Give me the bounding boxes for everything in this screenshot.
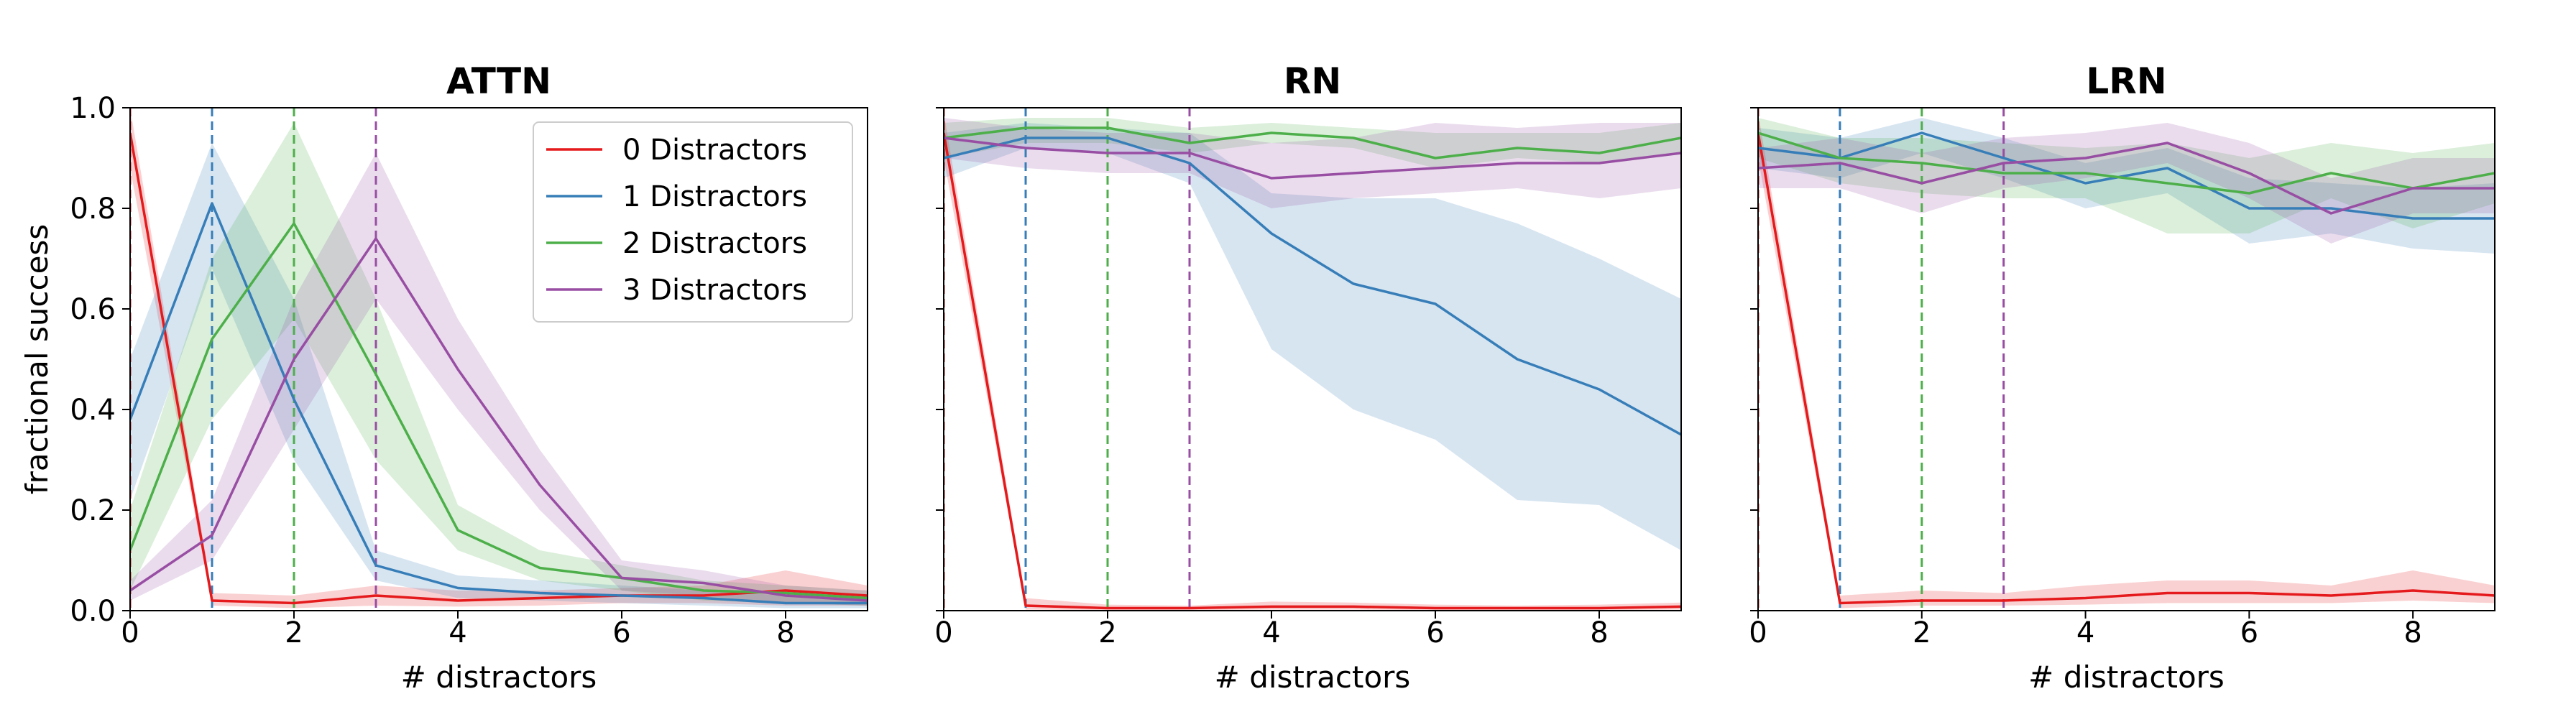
x-tick-label: 4	[2076, 616, 2094, 649]
x-tick-label: 0	[1749, 616, 1767, 649]
series-line-0-distractors	[1758, 132, 2495, 605]
legend-label: 1 Distractors	[622, 180, 807, 213]
x-tick-label: 8	[2404, 616, 2421, 649]
band-3-distractors	[130, 153, 868, 606]
x-tick-label: 4	[448, 616, 466, 649]
panel-title: ATTN	[446, 60, 551, 102]
axes-frame	[129, 107, 868, 611]
series-line-2-distractors	[130, 222, 868, 600]
y-axis-label: fractional success	[19, 224, 55, 494]
x-tick-label: 0	[121, 616, 139, 649]
band-1-distractors	[944, 123, 1681, 550]
series-line-1-distractors	[130, 202, 868, 605]
x-tick-label: 2	[285, 616, 303, 649]
series-line-2-distractors	[944, 126, 1681, 159]
x-tick-label: 6	[612, 616, 630, 649]
series-line-1-distractors	[1758, 131, 2495, 220]
x-axis-label: # distractors	[2028, 659, 2225, 695]
x-tick-label: 6	[1426, 616, 1444, 649]
series-line-3-distractors	[944, 136, 1681, 180]
plot-area	[130, 108, 868, 611]
legend-label: 0 Distractors	[622, 134, 807, 167]
series-line-1-distractors	[944, 136, 1681, 436]
panel-lrn: 0 2 4 6 8 LRN # distractors	[1749, 60, 2496, 695]
x-axis-label: # distractors	[1215, 659, 1411, 695]
y-tick-label: 0.6	[70, 293, 116, 326]
series-line-3-distractors	[1758, 142, 2495, 215]
panel-attn: 0 2 4 6 8 0.0 0.2 0.4 0.6 0.8 1.0 ATTN # distractors…	[19, 60, 868, 695]
band-1-distractors	[1758, 118, 2495, 254]
x-tick-label: 8	[1590, 616, 1608, 649]
band-3-distractors	[1758, 123, 2495, 244]
x-tick-label: 2	[1913, 616, 1931, 649]
x-tick-label: 2	[1098, 616, 1116, 649]
panel-title: RN	[1284, 60, 1341, 102]
plot-area	[1758, 108, 2495, 611]
band-3-distractors	[944, 118, 1681, 208]
axes-frame	[1757, 107, 2496, 611]
axes-frame	[943, 107, 1682, 611]
band-2-distractors	[130, 123, 868, 606]
legend-box	[533, 121, 853, 323]
legend: 0 Distractors 1 Distractors 2 Distractors 3…	[533, 121, 853, 323]
y-tick-label: 0.4	[70, 394, 116, 427]
legend-label: 3 Distractors	[622, 274, 807, 307]
series-line-2-distractors	[1758, 131, 2495, 195]
plot-area	[944, 108, 1681, 611]
x-tick-label: 4	[1262, 616, 1280, 649]
panel-title: LRN	[2086, 60, 2166, 102]
x-tick-label: 8	[776, 616, 794, 649]
series-line-3-distractors	[130, 237, 868, 602]
x-axis-label: # distractors	[401, 659, 597, 695]
y-tick-label: 1.0	[70, 92, 116, 125]
legend-label: 2 Distractors	[622, 227, 807, 260]
series-line-0-distractors	[944, 132, 1681, 610]
y-tick-label: 0.0	[70, 595, 116, 628]
y-tick-label: 0.2	[70, 494, 116, 527]
x-tick-label: 6	[2240, 616, 2258, 649]
x-tick-label: 0	[934, 616, 952, 649]
band-1-distractors	[130, 143, 868, 608]
panel-rn: 0 2 4 6 8 RN # distractors	[934, 60, 1682, 695]
y-tick-label: 0.8	[70, 193, 116, 226]
